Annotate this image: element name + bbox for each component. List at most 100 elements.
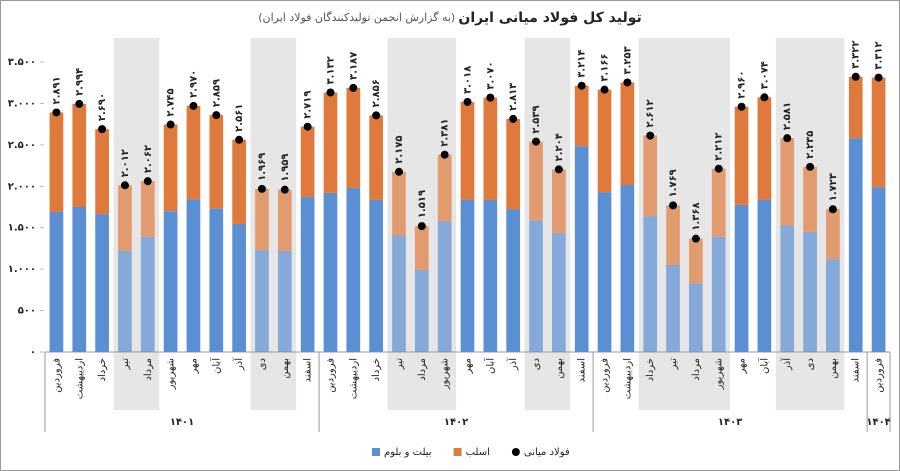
bar-segment: [460, 101, 475, 200]
group-label: ۱۴۰۳: [718, 417, 742, 428]
y-tick-label: ۱.۰۰۰: [8, 264, 36, 275]
bar-segment: [734, 106, 749, 205]
bar-segment: [209, 208, 224, 352]
bar-segment: [95, 214, 109, 352]
value-label: ۳.۰۷۰: [485, 61, 496, 89]
x-tick-label: خرداد: [645, 358, 656, 381]
value-label: ۲.۲۳۵: [805, 131, 816, 159]
total-dot: [52, 108, 61, 117]
x-tick-label: شهریور: [166, 358, 177, 390]
x-tick-label: اسفند: [303, 358, 314, 382]
value-label: ۳.۲۱۴: [577, 49, 588, 77]
total-dot: [143, 177, 152, 186]
x-tick-label: اردیبهشت: [74, 358, 85, 399]
bar-segment: [529, 220, 543, 352]
total-dot: [463, 97, 472, 106]
total-dot: [394, 167, 403, 176]
bar-segment: [620, 185, 635, 352]
x-tick-label: مرداد: [143, 358, 154, 381]
value-label: ۲.۷۱۹: [303, 90, 314, 118]
value-label: ۲.۵۳۹: [531, 105, 542, 133]
legend-label: اسلب: [466, 447, 490, 458]
x-tick-label: مرداد: [417, 358, 428, 381]
value-label: ۲.۸۱۳: [508, 83, 519, 111]
total-dot: [783, 134, 792, 143]
total-dot: [577, 81, 586, 90]
value-label: ۲.۰۶۲: [143, 145, 154, 173]
x-tick-label: فروردین: [600, 358, 611, 393]
bar-segment: [803, 231, 817, 352]
legend-dot: [511, 448, 520, 456]
bar-segment: [95, 129, 109, 215]
total-dot: [509, 114, 518, 123]
bar-segment: [186, 105, 201, 200]
bar-segment: [437, 221, 452, 352]
bar-segment: [574, 85, 589, 147]
total-dot: [440, 150, 449, 159]
x-tick-label: مهر: [188, 358, 199, 374]
y-tick-label: ۱.۵۰۰: [8, 223, 36, 234]
bar-segment: [414, 269, 429, 352]
bar-segment: [643, 216, 658, 352]
bar-segment: [186, 199, 201, 352]
bar-segment: [597, 89, 612, 193]
x-tick-label: اسفند: [851, 358, 862, 382]
value-label: ۳.۱۸۷: [348, 52, 359, 80]
legend-label: فولاد میانی: [524, 447, 570, 458]
total-dot: [120, 181, 129, 190]
x-tick-label: خرداد: [371, 358, 382, 381]
bar-segment: [620, 82, 635, 186]
bar-segment: [780, 225, 795, 352]
bar-segment: [232, 223, 246, 352]
group-label: ۱۴۰۱: [170, 417, 194, 428]
y-tick-label: ۳.۵۰۰: [8, 57, 36, 68]
bar-segment: [300, 126, 315, 198]
legend-label: بیلت و بلوم: [384, 447, 432, 458]
x-tick-label: آذر: [780, 357, 793, 371]
x-tick-label: تیر: [120, 358, 131, 371]
bar-segment: [323, 192, 338, 352]
bar-segment: [483, 199, 498, 352]
chart-subtitle: (به گزارش انجمن تولیدکنندگان فولاد ایران…: [258, 11, 455, 24]
total-dot: [166, 120, 175, 129]
total-dot: [257, 184, 266, 193]
bar-segment: [506, 209, 521, 352]
x-tick-label: مهر: [463, 358, 474, 374]
total-dot: [714, 164, 723, 173]
total-dot: [806, 162, 815, 171]
bar-segment: [323, 92, 338, 193]
value-label: ۲.۳۸۱: [440, 118, 451, 146]
bar-segment: [232, 139, 246, 224]
x-tick-label: تیر: [394, 358, 405, 371]
x-tick-label: اردیبهشت: [622, 358, 633, 399]
bar-segment: [414, 226, 429, 270]
total-dot: [623, 78, 632, 87]
bar-segment: [666, 205, 680, 265]
x-tick-label: آذر: [232, 357, 245, 371]
x-tick-label: فروردین: [874, 358, 885, 393]
x-tick-label: شهریور: [714, 358, 725, 390]
x-tick-label: شهریور: [440, 358, 451, 390]
total-dot: [646, 131, 655, 140]
total-dot: [669, 201, 678, 210]
value-label: ۲.۹۶۰: [737, 71, 748, 99]
chart-title-line: تولید کل فولاد میانی ایران (به گزارش انج…: [258, 10, 642, 26]
y-tick-label: ۲.۵۰۰: [8, 140, 36, 151]
x-tick-label: بهمن: [828, 358, 839, 379]
x-tick-label: دی: [805, 358, 816, 370]
bar-segment: [346, 187, 361, 352]
total-dot: [851, 72, 860, 81]
value-label: ۲.۵۸۱: [782, 102, 793, 130]
bar-segment: [49, 112, 64, 212]
x-tick-label: مرداد: [691, 358, 702, 381]
bar-segment: [460, 199, 475, 352]
x-tick-label: آذر: [506, 357, 519, 371]
value-label: ۳.۱۶۶: [600, 53, 611, 81]
value-label: ۱.۵۱۹: [417, 190, 428, 218]
bar-segment: [277, 250, 292, 352]
x-tick-label: دی: [257, 358, 268, 370]
total-dot: [532, 137, 541, 146]
bar-segment: [346, 87, 361, 188]
bar-segment: [49, 211, 64, 352]
x-tick-label: آبان: [757, 357, 770, 374]
